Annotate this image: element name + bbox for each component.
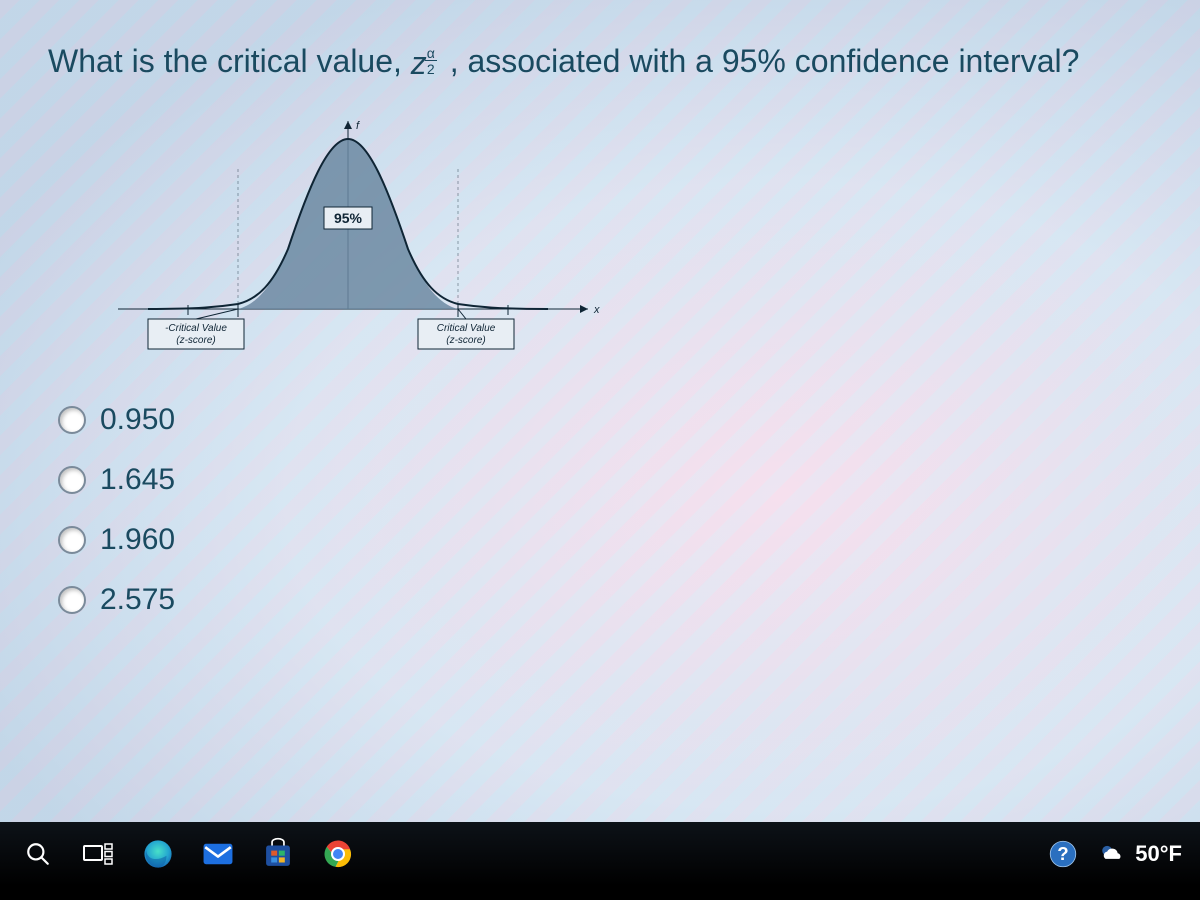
option-1[interactable]: 1.645 bbox=[58, 463, 1160, 497]
figure-center-pct: 95% bbox=[334, 210, 363, 226]
radio-icon[interactable] bbox=[58, 406, 86, 434]
option-label: 1.645 bbox=[100, 463, 175, 497]
question-suffix: , associated with a 95% confidence inter… bbox=[450, 43, 1080, 79]
chrome-icon[interactable] bbox=[314, 830, 362, 878]
normal-distribution-figure: x f 95% -Critical Value (z-score) bbox=[88, 109, 608, 369]
mail-icon[interactable] bbox=[194, 830, 242, 878]
fraction-numerator: α bbox=[425, 46, 437, 61]
answer-options: 0.950 1.645 1.960 2.575 bbox=[58, 403, 1160, 617]
svg-text:x: x bbox=[593, 304, 600, 316]
search-icon[interactable] bbox=[14, 830, 62, 878]
fraction-denominator: 2 bbox=[425, 61, 437, 76]
option-label: 1.960 bbox=[100, 523, 175, 557]
normal-curve-svg: x f 95% -Critical Value (z-score) bbox=[88, 109, 608, 369]
option-3[interactable]: 2.575 bbox=[58, 583, 1160, 617]
monitor-bezel bbox=[0, 886, 1200, 900]
question-text: What is the critical value, z α 2 , asso… bbox=[48, 40, 1160, 85]
edge-icon[interactable] bbox=[134, 830, 182, 878]
help-icon[interactable]: ? bbox=[1039, 830, 1087, 878]
temperature-text: 50°F bbox=[1135, 841, 1182, 867]
radio-icon[interactable] bbox=[58, 526, 86, 554]
svg-text:f: f bbox=[356, 120, 360, 132]
weather-widget[interactable]: 50°F bbox=[1099, 841, 1186, 867]
cloud-night-icon bbox=[1099, 844, 1125, 864]
task-view-icon[interactable] bbox=[74, 830, 122, 878]
z-alpha-over-2-symbol: z α 2 bbox=[411, 42, 441, 85]
option-label: 2.575 bbox=[100, 583, 175, 617]
option-2[interactable]: 1.960 bbox=[58, 523, 1160, 557]
figure-right-line2: (z-score) bbox=[446, 335, 485, 346]
figure-right-line1: Critical Value bbox=[437, 323, 496, 334]
question-prefix: What is the critical value, bbox=[48, 43, 411, 79]
radio-icon[interactable] bbox=[58, 466, 86, 494]
radio-icon[interactable] bbox=[58, 586, 86, 614]
store-icon[interactable] bbox=[254, 830, 302, 878]
alpha-over-2-fraction: α 2 bbox=[425, 46, 437, 76]
windows-taskbar: ? 50°F bbox=[0, 822, 1200, 886]
svg-text:?: ? bbox=[1058, 843, 1069, 864]
option-label: 0.950 bbox=[100, 403, 175, 437]
option-0[interactable]: 0.950 bbox=[58, 403, 1160, 437]
figure-left-line2: (z-score) bbox=[176, 335, 215, 346]
figure-left-line1: -Critical Value bbox=[165, 323, 227, 334]
quiz-content: What is the critical value, z α 2 , asso… bbox=[0, 0, 1200, 900]
